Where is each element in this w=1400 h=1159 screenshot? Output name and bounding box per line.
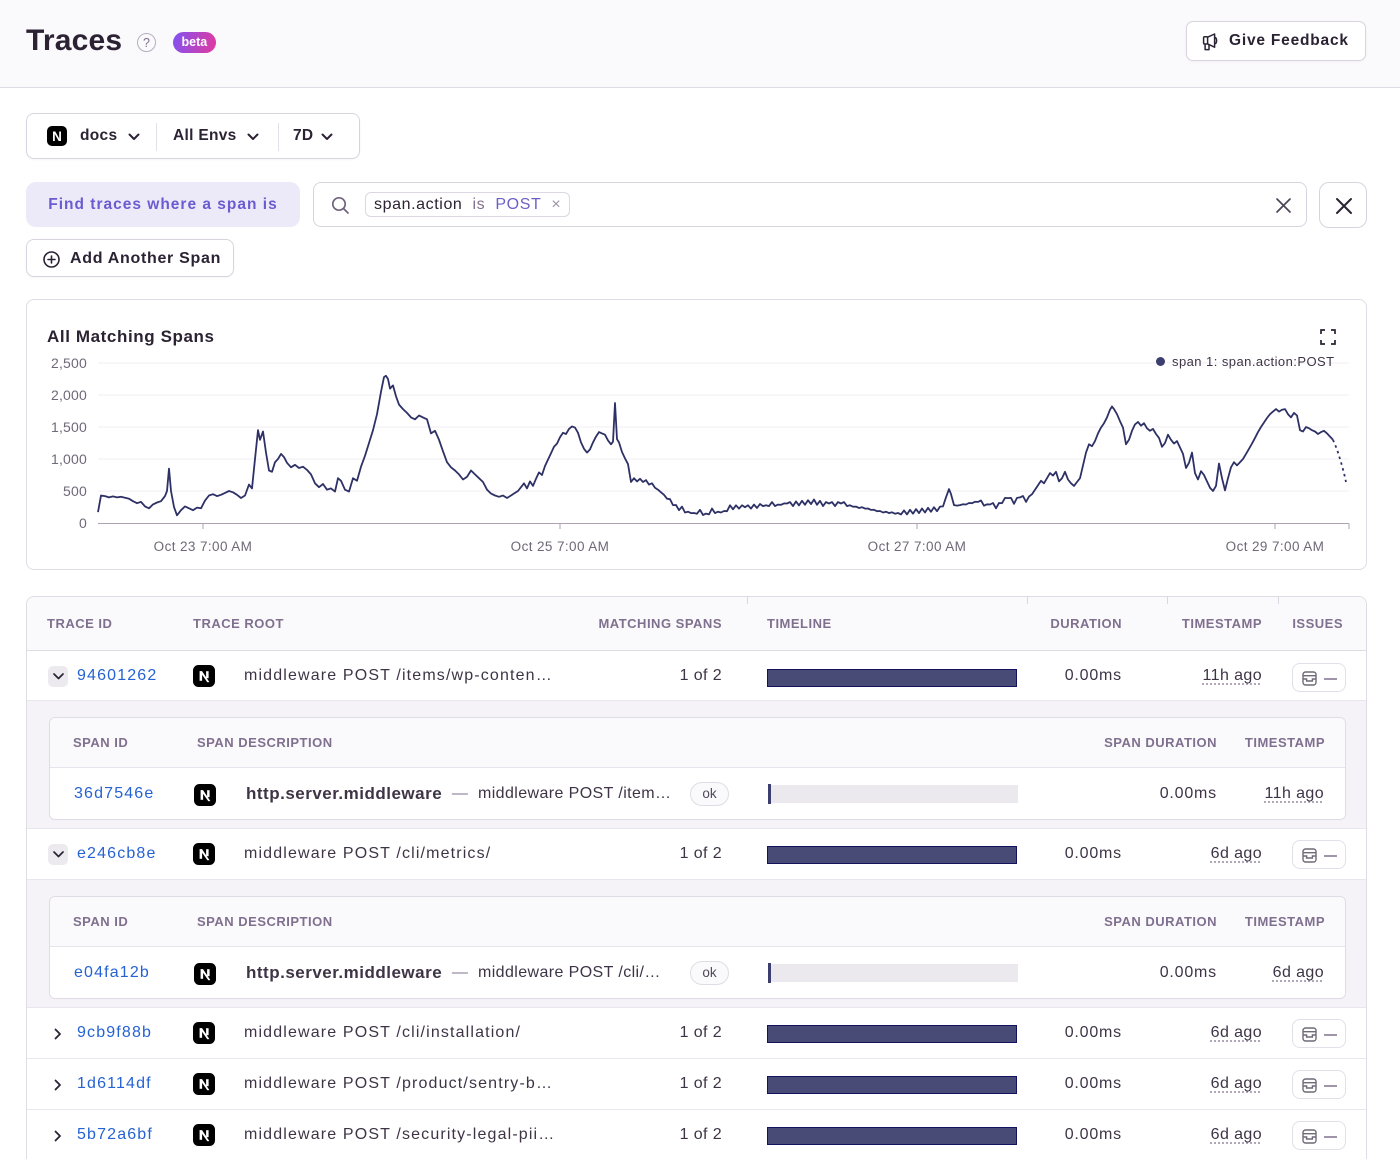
svg-text:0: 0 bbox=[79, 515, 87, 531]
svg-text:2,000: 2,000 bbox=[51, 387, 87, 403]
svg-text:1,000: 1,000 bbox=[51, 451, 87, 467]
svg-text:Oct 23 7:00 AM: Oct 23 7:00 AM bbox=[154, 539, 253, 554]
svg-text:Oct 25 7:00 AM: Oct 25 7:00 AM bbox=[511, 539, 610, 554]
svg-text:Oct 27 7:00 AM: Oct 27 7:00 AM bbox=[868, 539, 967, 554]
svg-text:N: N bbox=[52, 129, 62, 144]
svg-text:Oct 29 7:00 AM: Oct 29 7:00 AM bbox=[1226, 539, 1325, 554]
svg-text:2,500: 2,500 bbox=[51, 355, 87, 371]
svg-text:1,500: 1,500 bbox=[51, 419, 87, 435]
svg-text:500: 500 bbox=[63, 483, 87, 499]
